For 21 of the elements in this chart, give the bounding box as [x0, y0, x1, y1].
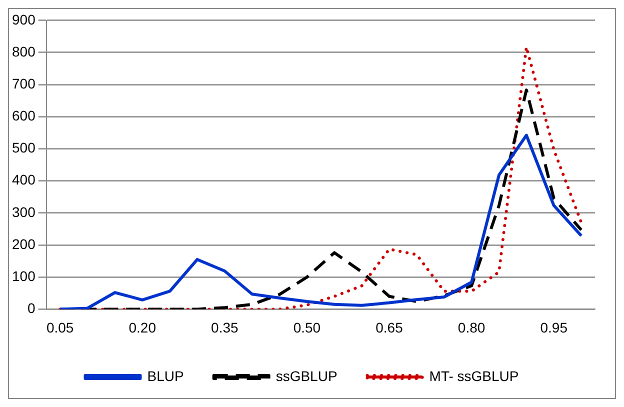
- x-tick-label: 0.80: [458, 319, 486, 336]
- legend-label: ssGBLUP: [276, 368, 338, 384]
- y-tick-label: 500: [12, 140, 36, 156]
- x-tick-label: 0.50: [293, 319, 321, 336]
- x-tick-label: 0.65: [376, 319, 404, 336]
- y-tick-label: 900: [12, 11, 36, 28]
- y-tick-label: 700: [12, 75, 36, 92]
- y-tick-label: 800: [12, 43, 36, 60]
- legend-label: MT- ssGBLUP: [429, 368, 519, 384]
- y-tick-label: 600: [12, 108, 36, 124]
- x-tick-label: 0.20: [128, 319, 156, 336]
- y-tick-label: 0: [28, 300, 36, 316]
- y-tick-label: 300: [12, 204, 36, 220]
- y-tick-label: 400: [12, 172, 36, 188]
- x-tick-label: 0.35: [211, 319, 239, 336]
- legend-label: BLUP: [147, 368, 184, 384]
- line-series: [58, 46, 583, 310]
- y-tick-label: 200: [12, 236, 36, 252]
- y-tick-label: 100: [12, 268, 36, 284]
- x-tick-label: 0.05: [46, 319, 74, 336]
- x-tick-label: 0.95: [540, 319, 568, 336]
